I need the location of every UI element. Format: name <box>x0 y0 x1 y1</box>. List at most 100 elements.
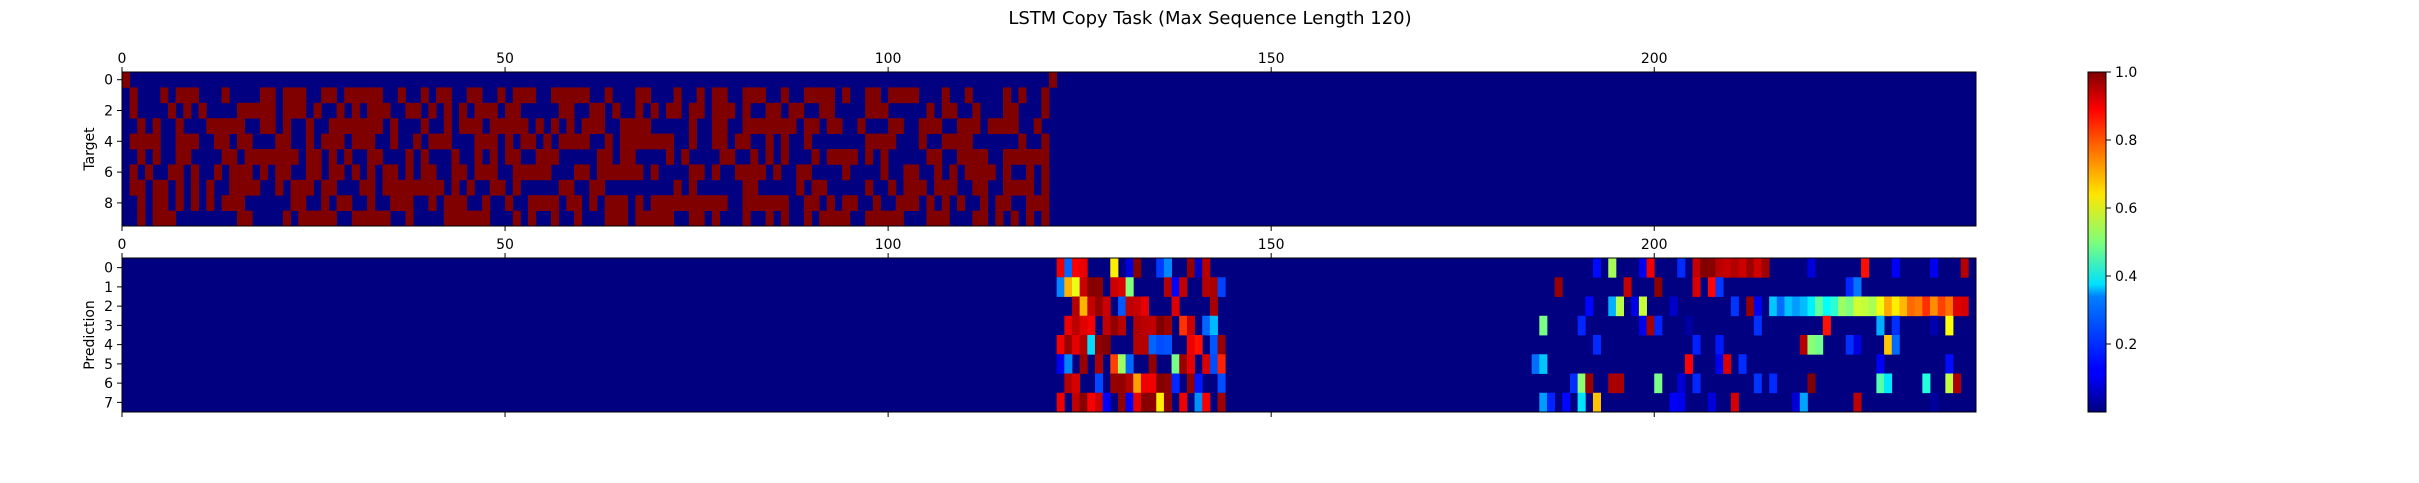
heatmap-cell <box>359 118 368 134</box>
heatmap-cell <box>1654 373 1663 394</box>
heatmap-cell <box>941 87 950 104</box>
heatmap-cell <box>865 87 874 104</box>
heatmap-cell <box>619 133 629 150</box>
heatmap-cell <box>627 118 636 134</box>
heatmap-cell <box>1071 373 1081 394</box>
heatmap-cell <box>397 195 406 211</box>
heatmap-cell <box>466 118 475 134</box>
heatmap-cell <box>911 87 920 104</box>
heatmap-cell <box>1163 277 1172 297</box>
heatmap-cell <box>512 179 521 196</box>
heatmap-cell <box>474 164 483 181</box>
heatmap-cell <box>1209 354 1218 374</box>
heatmap-cell <box>436 179 445 196</box>
heatmap-cell <box>505 118 514 134</box>
prediction-y-ticks: 0 1 2 3 4 5 6 7 <box>104 261 122 411</box>
heatmap-cell <box>1186 335 1195 355</box>
heatmap-cell <box>972 149 981 165</box>
heatmap-cell <box>719 118 728 134</box>
heatmap-cell <box>926 149 935 165</box>
heatmap-cell <box>719 87 728 104</box>
heatmap-cell <box>627 149 636 165</box>
heatmap-cell <box>1853 277 1862 297</box>
heatmap-cell <box>221 195 230 211</box>
heatmap-cell <box>1102 315 1111 336</box>
heatmap-cell <box>328 179 337 196</box>
heatmap-cell <box>566 179 575 196</box>
heatmap-cell <box>451 210 460 227</box>
heatmap-cell <box>520 164 529 181</box>
heatmap-cell <box>604 149 613 165</box>
heatmap-cell <box>1194 258 1203 278</box>
heatmap-cell <box>765 133 774 150</box>
heatmap-cell <box>757 195 766 211</box>
heatmap-cell <box>1018 87 1027 104</box>
heatmap-cell <box>949 102 958 119</box>
heatmap-cell <box>650 164 659 181</box>
heatmap-cell <box>895 87 904 104</box>
heatmap-cell <box>1041 179 1050 196</box>
heatmap-cell <box>144 133 154 150</box>
heatmap-cell <box>474 210 483 227</box>
heatmap-cell <box>903 164 912 181</box>
heatmap-cell <box>688 179 697 196</box>
heatmap-cell <box>1845 335 1854 355</box>
heatmap-cell <box>459 164 468 181</box>
heatmap-cell <box>1807 296 1816 317</box>
heatmap-cell <box>665 102 674 119</box>
heatmap-cell <box>236 195 245 211</box>
heatmap-cell <box>742 87 751 104</box>
heatmap-cell <box>1868 296 1877 317</box>
heatmap-cell <box>834 149 843 165</box>
heatmap-cell <box>803 118 812 134</box>
heatmap-cell <box>1876 315 1885 336</box>
prediction-panel: 0 50 100 150 200 0 1 2 3 4 5 6 7 Prediction <box>82 237 1977 417</box>
heatmap-cell <box>658 133 667 150</box>
heatmap-cell <box>581 133 590 150</box>
heatmap-cell <box>1064 277 1073 297</box>
heatmap-cell <box>1692 373 1701 394</box>
heatmap-cell <box>344 87 353 104</box>
heatmap-cell <box>1079 392 1088 413</box>
heatmap-cell <box>619 164 629 181</box>
x-tick-label: 200 <box>1641 51 1668 67</box>
heatmap-cell <box>512 102 521 119</box>
heatmap-cell <box>328 133 337 150</box>
heatmap-cell <box>826 210 835 227</box>
heatmap-cell <box>1792 392 1801 413</box>
heatmap-cell <box>1041 149 1050 165</box>
heatmap-cell <box>581 118 590 134</box>
heatmap-cell <box>673 195 682 211</box>
heatmap-cell <box>589 118 598 134</box>
heatmap-cell <box>1018 179 1027 196</box>
heatmap-cell <box>1056 354 1065 374</box>
heatmap-cell <box>688 118 697 134</box>
heatmap-cell <box>321 179 330 196</box>
heatmap-cell <box>551 118 560 134</box>
heatmap-cell <box>382 102 391 119</box>
heatmap-cell <box>328 118 337 134</box>
heatmap-cell <box>489 118 498 134</box>
y-tick-label: 2 <box>104 104 113 120</box>
heatmap-cell <box>596 118 606 134</box>
heatmap-cell <box>374 87 383 104</box>
heatmap-cell <box>1815 335 1824 355</box>
heatmap-cell <box>1884 335 1893 355</box>
heatmap-cell <box>374 118 383 134</box>
heatmap-cell <box>1087 335 1096 355</box>
heatmap-cell <box>428 102 437 119</box>
heatmap-cell <box>1577 373 1586 394</box>
heatmap-cell <box>175 179 184 196</box>
heatmap-cell <box>474 118 483 134</box>
y-tick-label: 2 <box>104 299 113 315</box>
heatmap-cell <box>152 149 161 165</box>
heatmap-cell <box>964 87 973 104</box>
prediction-ylabel: Prediction <box>82 300 98 370</box>
heatmap-cell <box>803 87 812 104</box>
heatmap-cell <box>451 179 460 196</box>
heatmap-cell <box>1217 354 1226 374</box>
heatmap-cell <box>1738 354 1747 374</box>
heatmap-cell <box>420 179 429 196</box>
heatmap-cell <box>489 133 498 150</box>
heatmap-cell <box>1003 118 1012 134</box>
